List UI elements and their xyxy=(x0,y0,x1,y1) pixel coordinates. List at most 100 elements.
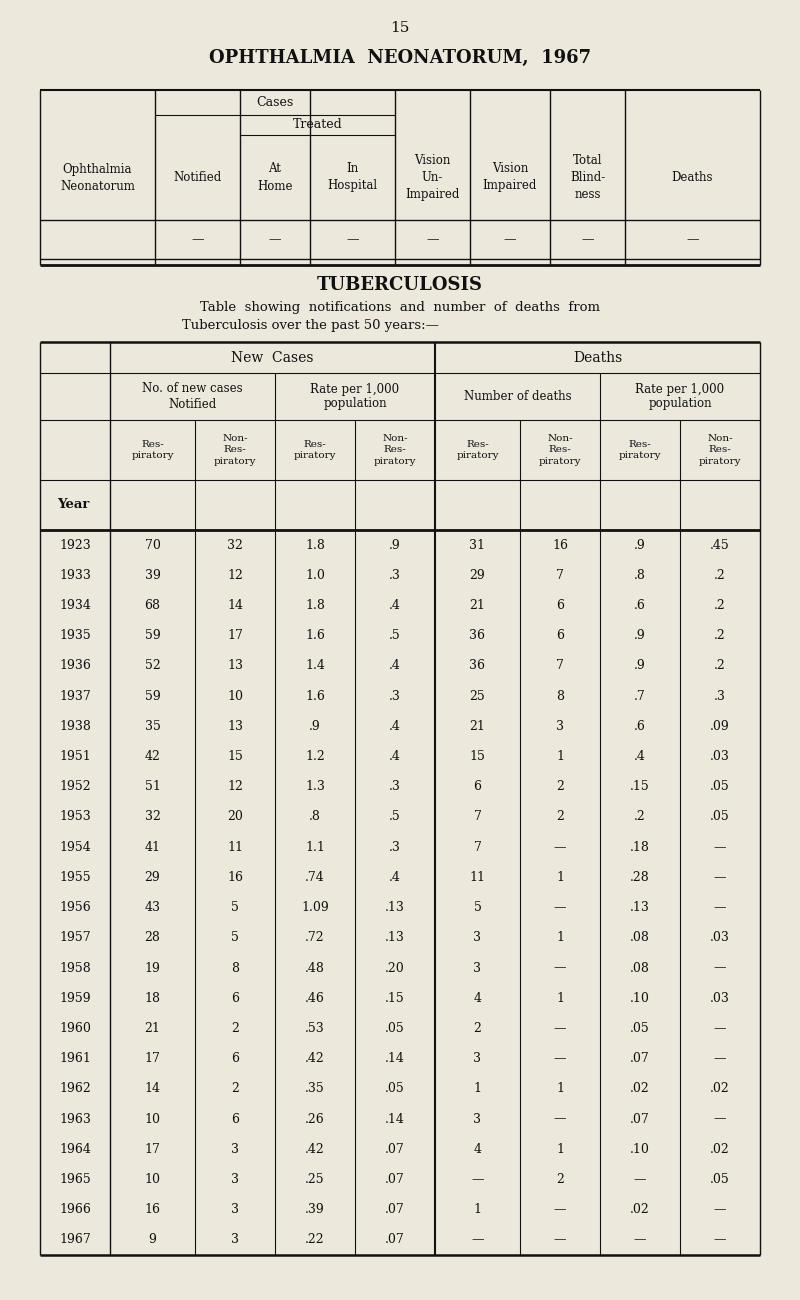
Text: Year: Year xyxy=(57,498,89,511)
Text: .13: .13 xyxy=(630,901,650,914)
Text: —: — xyxy=(714,841,726,854)
Text: 1964: 1964 xyxy=(59,1143,91,1156)
Text: .08: .08 xyxy=(630,931,650,944)
Text: —: — xyxy=(191,233,204,246)
Text: .2: .2 xyxy=(714,599,726,612)
Text: Deaths: Deaths xyxy=(672,172,714,185)
Text: .3: .3 xyxy=(389,569,401,582)
Text: .7: .7 xyxy=(634,689,646,702)
Text: 1.6: 1.6 xyxy=(305,629,325,642)
Text: Cases: Cases xyxy=(256,96,294,109)
Text: Number of deaths: Number of deaths xyxy=(464,390,571,403)
Text: 8: 8 xyxy=(556,689,564,702)
Text: 11: 11 xyxy=(227,841,243,854)
Text: .03: .03 xyxy=(710,992,730,1005)
Text: 5: 5 xyxy=(231,931,239,944)
Text: .02: .02 xyxy=(710,1083,730,1096)
Text: 7: 7 xyxy=(474,841,482,854)
Text: .4: .4 xyxy=(389,750,401,763)
Text: .4: .4 xyxy=(389,659,401,672)
Text: 28: 28 xyxy=(145,931,161,944)
Text: 13: 13 xyxy=(227,659,243,672)
Text: 25: 25 xyxy=(470,689,486,702)
Text: Vision
Impaired: Vision Impaired xyxy=(483,162,537,192)
Text: 70: 70 xyxy=(145,538,161,551)
Text: Non-
Res-
piratory: Non- Res- piratory xyxy=(214,434,256,465)
Text: .5: .5 xyxy=(389,629,401,642)
Text: 36: 36 xyxy=(470,629,486,642)
Text: .74: .74 xyxy=(305,871,325,884)
Text: 1953: 1953 xyxy=(59,810,91,823)
Text: 1952: 1952 xyxy=(59,780,91,793)
Text: Res-
piratory: Res- piratory xyxy=(294,439,336,460)
Text: 20: 20 xyxy=(227,810,243,823)
Text: 1.3: 1.3 xyxy=(305,780,325,793)
Text: At
Home: At Home xyxy=(258,162,293,192)
Text: 1: 1 xyxy=(556,750,564,763)
Text: .07: .07 xyxy=(385,1143,405,1156)
Text: 1957: 1957 xyxy=(59,931,91,944)
Text: 15: 15 xyxy=(227,750,243,763)
Text: 3: 3 xyxy=(231,1204,239,1217)
Text: .72: .72 xyxy=(305,931,325,944)
Text: .6: .6 xyxy=(634,720,646,733)
Text: No. of new cases
Notified: No. of new cases Notified xyxy=(142,382,243,411)
Text: 1936: 1936 xyxy=(59,659,91,672)
Text: 2: 2 xyxy=(474,1022,482,1035)
Text: .8: .8 xyxy=(309,810,321,823)
Text: .2: .2 xyxy=(714,629,726,642)
Text: .46: .46 xyxy=(305,992,325,1005)
Text: 6: 6 xyxy=(556,599,564,612)
Text: .28: .28 xyxy=(630,871,650,884)
Text: Res-
piratory: Res- piratory xyxy=(618,439,662,460)
Text: Res-
piratory: Res- piratory xyxy=(456,439,498,460)
Text: 1.8: 1.8 xyxy=(305,538,325,551)
Text: .02: .02 xyxy=(630,1083,650,1096)
Text: Rate per 1,000
population: Rate per 1,000 population xyxy=(635,382,725,411)
Text: 21: 21 xyxy=(145,1022,161,1035)
Text: 32: 32 xyxy=(227,538,243,551)
Text: Vision
Un-
Impaired: Vision Un- Impaired xyxy=(406,153,460,202)
Text: 1.0: 1.0 xyxy=(305,569,325,582)
Text: .10: .10 xyxy=(630,1143,650,1156)
Text: 3: 3 xyxy=(556,720,564,733)
Text: .42: .42 xyxy=(305,1052,325,1065)
Text: 6: 6 xyxy=(231,1113,239,1126)
Text: 1933: 1933 xyxy=(59,569,91,582)
Text: 1.8: 1.8 xyxy=(305,599,325,612)
Text: 68: 68 xyxy=(145,599,161,612)
Text: Deaths: Deaths xyxy=(573,351,622,364)
Text: .25: .25 xyxy=(305,1173,325,1186)
Text: .03: .03 xyxy=(710,931,730,944)
Text: 31: 31 xyxy=(470,538,486,551)
Text: 17: 17 xyxy=(227,629,243,642)
Text: —: — xyxy=(554,1113,566,1126)
Text: 17: 17 xyxy=(145,1052,161,1065)
Text: 10: 10 xyxy=(227,689,243,702)
Text: 16: 16 xyxy=(227,871,243,884)
Text: Ophthalmia
Neonatorum: Ophthalmia Neonatorum xyxy=(60,162,135,192)
Text: .14: .14 xyxy=(385,1113,405,1126)
Text: .3: .3 xyxy=(389,780,401,793)
Text: 12: 12 xyxy=(227,780,243,793)
Text: 3: 3 xyxy=(474,962,482,975)
Text: 1.09: 1.09 xyxy=(301,901,329,914)
Text: 59: 59 xyxy=(145,689,160,702)
Text: 7: 7 xyxy=(556,659,564,672)
Text: .9: .9 xyxy=(634,629,646,642)
Text: .9: .9 xyxy=(389,538,401,551)
Text: 43: 43 xyxy=(145,901,161,914)
Text: TUBERCULOSIS: TUBERCULOSIS xyxy=(317,276,483,294)
Text: .9: .9 xyxy=(634,659,646,672)
Text: 16: 16 xyxy=(552,538,568,551)
Text: —: — xyxy=(554,1022,566,1035)
Text: —: — xyxy=(714,901,726,914)
Text: —: — xyxy=(714,1022,726,1035)
Text: 1937: 1937 xyxy=(59,689,91,702)
Text: .4: .4 xyxy=(389,599,401,612)
Text: —: — xyxy=(714,962,726,975)
Text: .07: .07 xyxy=(630,1052,650,1065)
Text: .05: .05 xyxy=(385,1083,405,1096)
Text: 1959: 1959 xyxy=(59,992,91,1005)
Text: 1938: 1938 xyxy=(59,720,91,733)
